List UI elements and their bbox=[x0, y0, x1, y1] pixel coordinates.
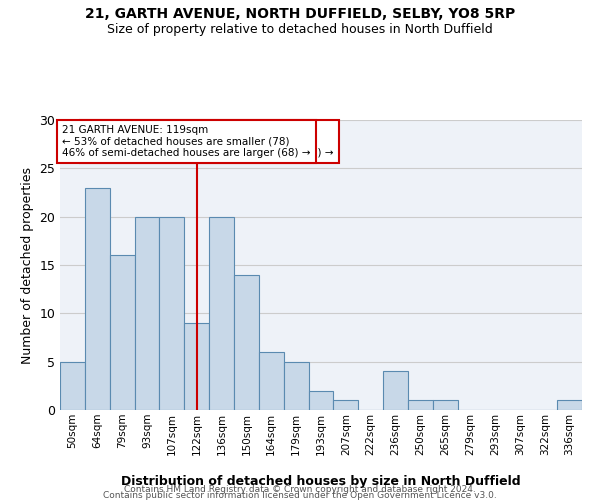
Bar bbox=[557, 400, 582, 410]
Bar bbox=[383, 372, 408, 410]
Bar bbox=[110, 256, 134, 410]
Bar bbox=[60, 362, 85, 410]
Text: Size of property relative to detached houses in North Duffield: Size of property relative to detached ho… bbox=[107, 22, 493, 36]
Bar bbox=[209, 216, 234, 410]
Text: 21 GARTH AVENUE: 119sqm
← 53% of detached houses are smaller (78)
46% of semi-de: 21 GARTH AVENUE: 119sqm ← 53% of detache… bbox=[85, 125, 334, 158]
Text: Contains HM Land Registry data © Crown copyright and database right 2024.: Contains HM Land Registry data © Crown c… bbox=[124, 484, 476, 494]
Bar bbox=[433, 400, 458, 410]
Bar bbox=[408, 400, 433, 410]
Bar bbox=[85, 188, 110, 410]
Text: 21 GARTH AVENUE: 119sqm
← 53% of detached houses are smaller (78)
46% of semi-de: 21 GARTH AVENUE: 119sqm ← 53% of detache… bbox=[62, 125, 311, 158]
Text: Contains public sector information licensed under the Open Government Licence v3: Contains public sector information licen… bbox=[103, 491, 497, 500]
Text: 21, GARTH AVENUE, NORTH DUFFIELD, SELBY, YO8 5RP: 21, GARTH AVENUE, NORTH DUFFIELD, SELBY,… bbox=[85, 8, 515, 22]
Bar bbox=[284, 362, 308, 410]
Bar bbox=[259, 352, 284, 410]
Bar bbox=[334, 400, 358, 410]
Bar bbox=[134, 216, 160, 410]
Bar bbox=[308, 390, 334, 410]
Bar bbox=[184, 323, 209, 410]
Bar bbox=[160, 216, 184, 410]
Y-axis label: Number of detached properties: Number of detached properties bbox=[21, 166, 34, 364]
Bar bbox=[234, 274, 259, 410]
Text: Distribution of detached houses by size in North Duffield: Distribution of detached houses by size … bbox=[121, 474, 521, 488]
